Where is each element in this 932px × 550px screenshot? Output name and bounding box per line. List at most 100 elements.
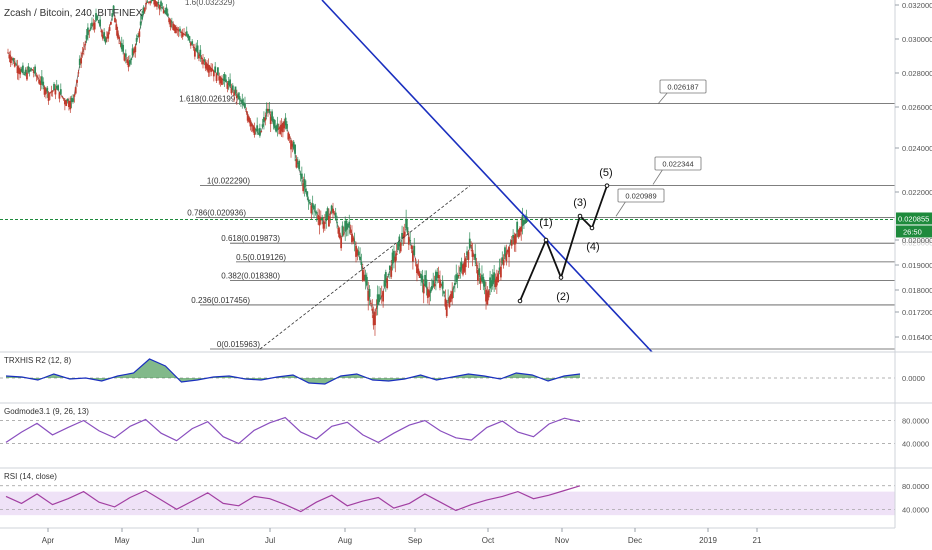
x-tick-label: Nov [555,536,569,545]
candle-body [24,69,27,74]
candle-body [40,76,43,84]
fib-level-label: 0.236(0.017456) [191,296,250,305]
candle-body [189,42,192,46]
candle-body [74,87,77,94]
candle-body [380,295,383,297]
wave-label: (5) [599,167,612,179]
x-tick-label: Jul [265,536,275,545]
candle-body [471,250,474,257]
candle-body [210,67,213,72]
candle-body [311,203,314,208]
candle-body [226,83,229,89]
candle-body [114,18,116,23]
candle-body [307,199,310,202]
candle-body [418,273,421,278]
candle-body [378,294,380,302]
candle-body [402,235,405,239]
candle-body [284,117,287,126]
elliott-wave-path [519,185,608,302]
candle-body [242,102,245,106]
candle-body [256,125,259,132]
candle-body [411,250,414,262]
candle-body [466,251,468,255]
candle-body [456,274,459,279]
candle-body [166,13,169,17]
candle-body [85,35,88,40]
candle-body [47,93,50,101]
candle-body [179,28,181,32]
candle-body [491,274,494,285]
candle-body [170,21,173,23]
candle-body [212,70,215,77]
candle-body [156,2,158,7]
candle-body [188,36,191,41]
x-tick-label: Oct [482,536,495,545]
candle-body [264,117,267,121]
candle-body [27,66,30,73]
candle-body [409,240,412,242]
candle-body [241,99,244,104]
candle-body [399,242,402,252]
candle-body [333,213,336,215]
candle-body [325,211,328,221]
candle-body [410,245,413,249]
candle-body [145,3,148,5]
fib-level-label: 0.5(0.019126) [236,253,286,262]
candle-body [42,81,45,86]
candle-body [494,280,497,287]
candle-body [164,10,166,13]
fib-level-label: 1(0.022290) [207,177,250,186]
panel-title: RSI (14, close) [4,472,57,481]
candle-body [11,58,13,60]
fibonacci-retracement[interactable]: 1.618(0.026199) 1(0.022290) 0.786(0.020936… [179,0,895,350]
candle-body [66,98,69,101]
candle-body [252,125,255,132]
candle-body [181,33,184,37]
candle-body [73,94,76,97]
y-tick-label: 0.020000 [902,236,932,245]
wave-label: (4) [586,241,599,253]
candle-body [192,46,195,48]
fib-top-label: 1.6(0.032329) [185,0,235,7]
candle-body [372,315,375,326]
candle-body [444,298,447,307]
candle-body [221,78,223,85]
candle-body [512,235,515,238]
candle-body [501,257,504,264]
fib-base-line [259,185,471,350]
candle-body [122,44,125,52]
candle-body [436,271,439,278]
candle-body [39,81,42,86]
candle-body [329,213,332,215]
fib-level-label: 0.618(0.019873) [221,234,280,243]
candle-body [169,20,172,28]
price-series[interactable] [7,0,529,336]
candle-body [45,89,47,94]
candle-body [277,128,280,129]
candle-body [449,294,452,302]
y-tick-label: 0.032000 [902,1,932,10]
candle-body [116,30,119,38]
candle-body [295,159,298,168]
candle-body [433,283,436,287]
candle-body [162,10,165,14]
candle-body [231,85,234,90]
candle-body [23,73,26,75]
plot-background [0,0,895,528]
candle-body [407,236,410,245]
candle-body [173,25,176,31]
candle-body [206,63,208,70]
candle-body [76,79,78,83]
candle-body [214,66,217,73]
candle-body [443,291,445,294]
panel-title: TRXHIS R2 (12, 8) [4,356,71,365]
candle-body [138,31,141,37]
candle-body [8,54,11,59]
candle-body [502,260,505,266]
candle-body [130,58,133,60]
candle-body [401,232,403,239]
panel-tick-label: 80.0000 [902,482,929,491]
panel-tick-label: 80.0000 [902,417,929,426]
chart-drawings[interactable]: 0.020855 26:500.020000 (1) (2) (3) (4) (5) 0.02… [0,0,932,353]
